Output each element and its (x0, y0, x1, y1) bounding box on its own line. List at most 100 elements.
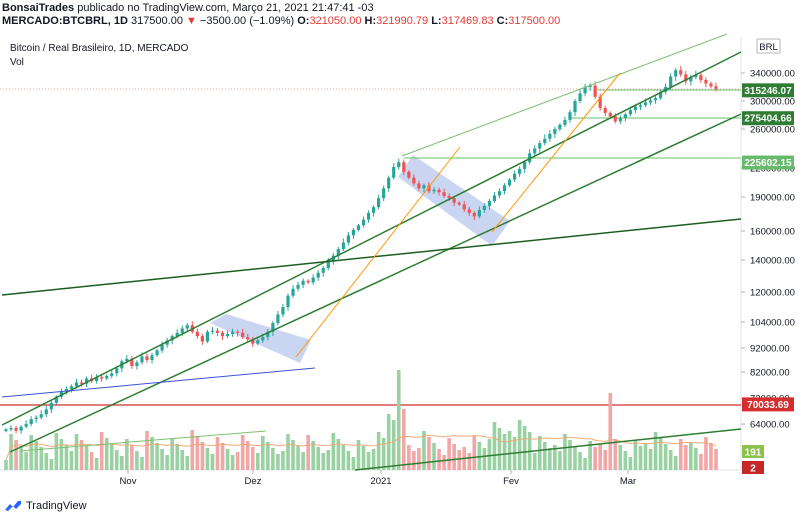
time-axis[interactable]: Nov Dez 2021 Fev Mar (120, 470, 637, 487)
footer: TradingView (4, 500, 87, 512)
volume-bar (336, 439, 341, 470)
y-tick-label: 120000.00 (750, 288, 795, 299)
candle-body (281, 307, 285, 315)
volume-bar (230, 455, 235, 470)
candle-body (371, 207, 376, 213)
price-badge-label: 225602.15 (744, 158, 792, 169)
symbol-name[interactable]: MERCADO:BTCBRL, 1D (2, 15, 128, 27)
candle-body (432, 189, 436, 192)
volume-bar (261, 436, 265, 470)
candle-body (69, 386, 74, 389)
candle-body (110, 373, 114, 376)
volume-bar (396, 370, 401, 470)
publish-info: publicado no TradingView.com, Março 21, … (77, 2, 374, 14)
volume-bar (296, 446, 300, 470)
volume-bar (402, 409, 406, 470)
candle-body (638, 105, 643, 107)
volume-bar (19, 446, 23, 470)
volume-bar (215, 437, 220, 470)
footer-brand[interactable]: TradingView (26, 500, 87, 512)
currency-badge-box[interactable] (756, 38, 781, 54)
candle-body (311, 277, 315, 283)
volume-bar (291, 440, 295, 470)
volume-bar (517, 420, 522, 470)
candle-body (714, 86, 718, 89)
volume-bar (709, 443, 713, 470)
candle-body (674, 70, 678, 77)
candle-body (336, 249, 340, 256)
price-badge-box (742, 83, 794, 98)
x-tick-label: 2021 (370, 476, 391, 487)
volume-bar (225, 449, 230, 470)
y-tick-label: 260000.00 (750, 125, 795, 136)
candle-body (4, 429, 8, 431)
volume-bar (477, 442, 482, 470)
volume-bar (502, 434, 507, 470)
candle-body (130, 358, 134, 366)
volume-bar (210, 454, 215, 470)
symbol-line: MERCADO:BTCBRL, 1D 317500.00 ▼ −3500.00 … (2, 15, 560, 28)
candle-body (402, 162, 406, 172)
candle-body (588, 85, 592, 87)
price-badge-label: 275404.66 (744, 114, 792, 125)
candle-body (175, 332, 179, 337)
y-tick-label: 140000.00 (750, 256, 795, 267)
volume-bar (437, 449, 441, 470)
volume-bar (548, 448, 552, 470)
candle-body (523, 162, 527, 169)
candle-body (256, 340, 260, 344)
chart-title: Bitcoin / Real Brasileiro, 1D, MERCADO (10, 43, 189, 54)
volume-bar (689, 442, 693, 470)
volume-bar (271, 448, 275, 470)
candle-body (366, 212, 371, 220)
volume-bar (714, 449, 718, 470)
high-value: 321990.79 (376, 15, 429, 27)
close-label: C: (496, 15, 509, 27)
volume-bar (351, 457, 356, 470)
volume-bar (507, 431, 512, 470)
volume-bar (74, 434, 79, 470)
volume-bar (563, 434, 567, 470)
volume-bar (432, 443, 436, 470)
price-badges: 315246.07 275404.66 225602.15 70033.69 191 2 (742, 83, 794, 475)
candle-body (628, 110, 632, 115)
author-name[interactable]: BonsaiTrades (2, 2, 75, 14)
candle-body (377, 198, 381, 208)
y-tick-label: 300000.00 (750, 97, 795, 108)
volume-bar (578, 452, 582, 470)
price-badge-label: 315246.07 (744, 86, 792, 97)
volume-bar (648, 449, 653, 470)
candle-body (64, 388, 69, 392)
candle-body (502, 185, 507, 192)
volume-bar (24, 452, 28, 470)
candle-body (618, 117, 622, 122)
volume-bar (286, 434, 290, 470)
volume-bar (638, 446, 643, 470)
candle-body (533, 148, 537, 154)
candle-body (271, 323, 275, 332)
candle-body (19, 426, 23, 431)
low-value: 317469.83 (441, 15, 494, 27)
candle-body (487, 200, 492, 207)
volume-bar (623, 451, 628, 470)
volume-bar (180, 450, 185, 470)
candle-body (689, 77, 693, 82)
low-label: L: (431, 15, 442, 27)
volume-bar (699, 454, 703, 470)
price-badge-box (742, 155, 794, 170)
volume-bar (190, 430, 195, 470)
volume-bar (588, 441, 592, 470)
volume-bar (160, 449, 164, 470)
volume-badge-box (742, 445, 764, 458)
y-tick-label: 64000.00 (750, 420, 790, 431)
candle-body (593, 85, 597, 97)
volume-bar (482, 448, 487, 470)
volume-bar (79, 440, 84, 470)
candle-body (694, 75, 698, 78)
candle-body (538, 143, 542, 149)
candle-body (180, 328, 184, 333)
volume-bar (422, 431, 426, 470)
candle-body (251, 339, 255, 344)
last-price: 317500.00 (130, 15, 183, 27)
